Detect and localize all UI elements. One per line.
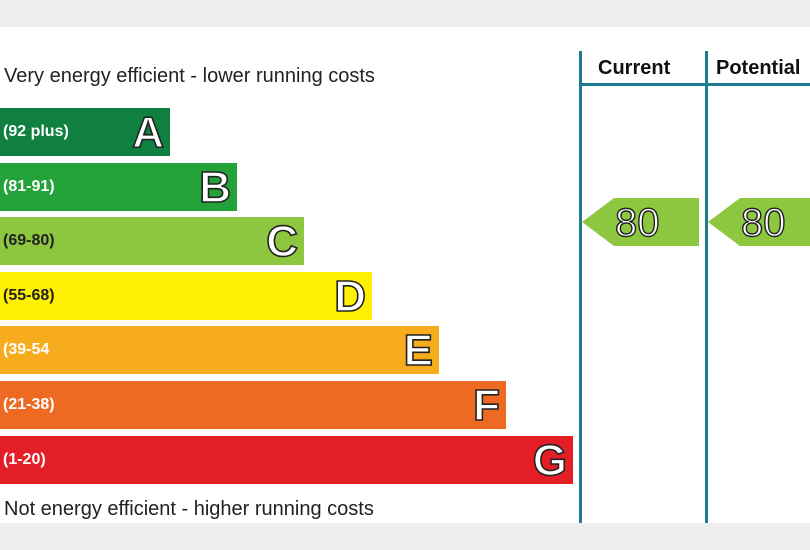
band-letter: C: [265, 216, 298, 267]
band-f: (21-38) F: [0, 380, 506, 431]
band-range-label: (81-91): [3, 178, 55, 195]
band-letter: E: [403, 325, 434, 376]
band-range-label: (92 plus): [3, 123, 69, 140]
band-letter: G: [532, 435, 568, 486]
band-range-label: (55-68): [3, 287, 55, 304]
band-g: (1-20) G: [0, 435, 573, 486]
potential-rating-value: 80: [740, 200, 786, 245]
band-c: (69-80) C: [0, 216, 304, 267]
band-letter: F: [472, 380, 500, 431]
band-range-label: (69-80): [3, 232, 55, 249]
band-letter: D: [333, 271, 366, 322]
header-underline: [579, 83, 810, 86]
current-rating-arrow: 80: [582, 198, 699, 246]
current-column-divider: [579, 51, 582, 523]
potential-column-header: Potential: [716, 57, 801, 79]
band-letter: A: [131, 107, 164, 158]
potential-column-divider: [705, 51, 708, 523]
band-letter: B: [198, 162, 231, 213]
band-e: (39-54 E: [0, 325, 439, 376]
bottom-caption: Not energy efficient - higher running co…: [4, 498, 374, 520]
current-column-header: Current: [598, 57, 671, 79]
band-d: (55-68) D: [0, 271, 372, 322]
potential-rating-arrow: 80: [708, 198, 810, 246]
band-a: (92 plus) A: [0, 107, 170, 158]
current-rating-value: 80: [614, 200, 660, 245]
band-range-label: (39-54: [3, 341, 50, 358]
band-range-label: (21-38): [3, 396, 55, 413]
band-range-label: (1-20): [3, 451, 46, 468]
epc-chart: Very energy efficient - lower running co…: [0, 27, 810, 523]
band-b: (81-91) B: [0, 162, 237, 213]
top-caption: Very energy efficient - lower running co…: [4, 65, 375, 87]
